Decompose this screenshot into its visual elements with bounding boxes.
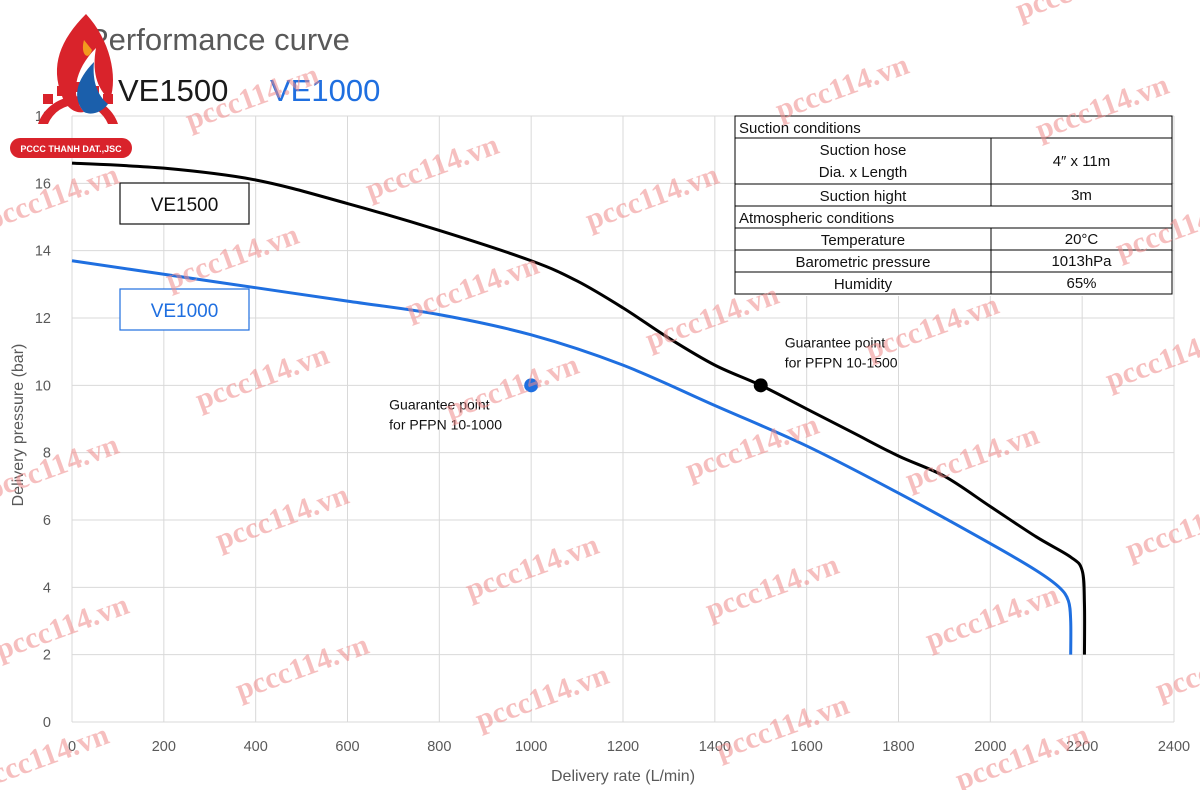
watermark-text: pccc114.vn: [401, 248, 543, 327]
x-tick-label: 2200: [1066, 739, 1098, 755]
company-logo: PCCC THANH DAT.,JSC: [10, 14, 132, 158]
watermark-text: pccc114.vn: [681, 408, 823, 487]
gear-tooth: [103, 94, 113, 104]
watermark-text: pccc114.vn: [921, 578, 1063, 657]
gear-tooth: [43, 94, 53, 104]
series-layer: [71, 161, 1087, 655]
table-row-label: Dia. x Length: [819, 164, 907, 181]
y-tick-label: 4: [43, 580, 51, 596]
chart-titles: Performance curve VE1500 VE1000: [88, 22, 380, 108]
x-tick-label: 1200: [607, 739, 639, 755]
watermark-text: pccc114.vn: [0, 718, 113, 790]
watermark-text: pccc114.vn: [901, 418, 1043, 497]
x-tick-label: 1000: [515, 739, 547, 755]
x-tick-label: 400: [244, 739, 268, 755]
y-tick-label: 10: [35, 378, 51, 394]
model-subtitle: VE1500: [118, 73, 228, 108]
y-tick-label: 2: [43, 648, 51, 664]
x-tick-label: 1400: [699, 739, 731, 755]
chart-title: Performance curve: [88, 22, 350, 57]
guarantee-point-label: Guarantee point: [785, 334, 886, 350]
legend-label: VE1000: [151, 301, 219, 322]
watermark-text: pccc114.vn: [861, 288, 1003, 367]
y-tick-label: 16: [35, 176, 51, 192]
table-row-value: 4″ x 11m: [1053, 153, 1111, 170]
table-row-label: Temperature: [821, 232, 905, 249]
watermark-text: pccc114.vn: [771, 48, 913, 127]
y-axis-title: Delivery pressure (bar): [10, 344, 27, 507]
guarantee-point-label: for PFPN 10-1500: [785, 354, 898, 370]
guarantee-point-marker: [753, 378, 768, 393]
watermark-text: pccc114.vn: [471, 658, 613, 737]
table-row-value: 3m: [1071, 187, 1092, 204]
x-tick-label: 200: [152, 739, 176, 755]
watermark-text: pccc114.vn: [231, 628, 373, 707]
x-tick-label: 800: [427, 739, 451, 755]
guarantee-point-label: for PFPN 10-1000: [389, 416, 502, 432]
table-row-label: Barometric pressure: [795, 254, 930, 271]
logo-banner: [10, 138, 132, 158]
legend-box: [119, 288, 250, 331]
watermark-text: pccc114.vn: [191, 338, 333, 417]
gear-tooth: [73, 82, 83, 92]
watermark-text: pccc114.vn: [1101, 318, 1200, 397]
guarantee-point-label: Guarantee point: [389, 396, 490, 412]
table-row-value: 20°C: [1065, 231, 1099, 248]
watermark-text: pccc114.vn: [711, 688, 853, 767]
table-row-value: 65%: [1066, 275, 1096, 292]
watermark-text: pccc114.vn: [1151, 628, 1200, 707]
flame-icon: [56, 14, 113, 113]
watermark-text: pccc114.vn: [641, 278, 783, 357]
model-subtitle: VE1000: [270, 73, 380, 108]
table-row-label: Humidity: [834, 276, 893, 293]
x-tick-label: 1800: [882, 739, 914, 755]
watermark-text: pccc114.vn: [1121, 488, 1200, 567]
x-tick-label: 600: [335, 739, 359, 755]
legend: VE1500 VE1000: [119, 182, 250, 331]
y-tick-label: 12: [35, 311, 51, 327]
y-tick-label: 6: [43, 513, 51, 529]
axes: 0 200 400 600 800 1000 1200 1400 1600 1800 2000 220…: [10, 109, 1190, 785]
table-row-label: Suction hight: [820, 188, 908, 205]
y-tick-label: 8: [43, 446, 51, 462]
table-section-title: Atmospheric conditions: [739, 210, 894, 227]
x-tick-label: 0: [68, 739, 76, 755]
series-line-ve1000: [71, 259, 1073, 655]
x-axis-title: Delivery rate (L/min): [551, 768, 695, 785]
x-tick-label: 1600: [791, 739, 823, 755]
legend-box: [119, 182, 250, 225]
watermark-text: pccc114.vn: [581, 158, 723, 237]
watermark-text: pccc114.vn: [951, 718, 1093, 790]
spark-icon: [82, 40, 92, 56]
y-tick-label: 0: [43, 715, 51, 731]
table-row: [734, 271, 1173, 295]
watermark-text: pccc114.vn: [0, 158, 123, 237]
water-drop-icon: [77, 62, 108, 114]
table-section-title: Suction conditions: [739, 120, 861, 137]
legend-label: VE1500: [151, 195, 219, 216]
watermark-text: pccc114.vn: [211, 478, 353, 557]
series-line-ve1500: [71, 161, 1087, 655]
guarantee-point-marker: [524, 378, 539, 393]
watermark-text: pccc114.vn: [361, 128, 503, 207]
conditions-table: Suction conditions Suction hose Dia. x Len…: [734, 115, 1173, 296]
logo-text: PCCC THANH DAT.,JSC: [20, 144, 122, 154]
watermark-text: pccc114.vn: [441, 348, 583, 427]
watermark-text: pccc114.vn: [1011, 0, 1153, 27]
table-row-label: Suction hose: [820, 142, 907, 159]
y-tick-label: 14: [35, 244, 51, 260]
watermark-text: pccc114.vn: [461, 528, 603, 607]
guarantee-points: Guarantee point for PFPN 10-1000 Guarantee…: [389, 334, 898, 432]
x-tick-label: 2000: [974, 739, 1006, 755]
x-tick-label: 2400: [1158, 739, 1190, 755]
table-row-value: 1013hPa: [1051, 253, 1112, 270]
